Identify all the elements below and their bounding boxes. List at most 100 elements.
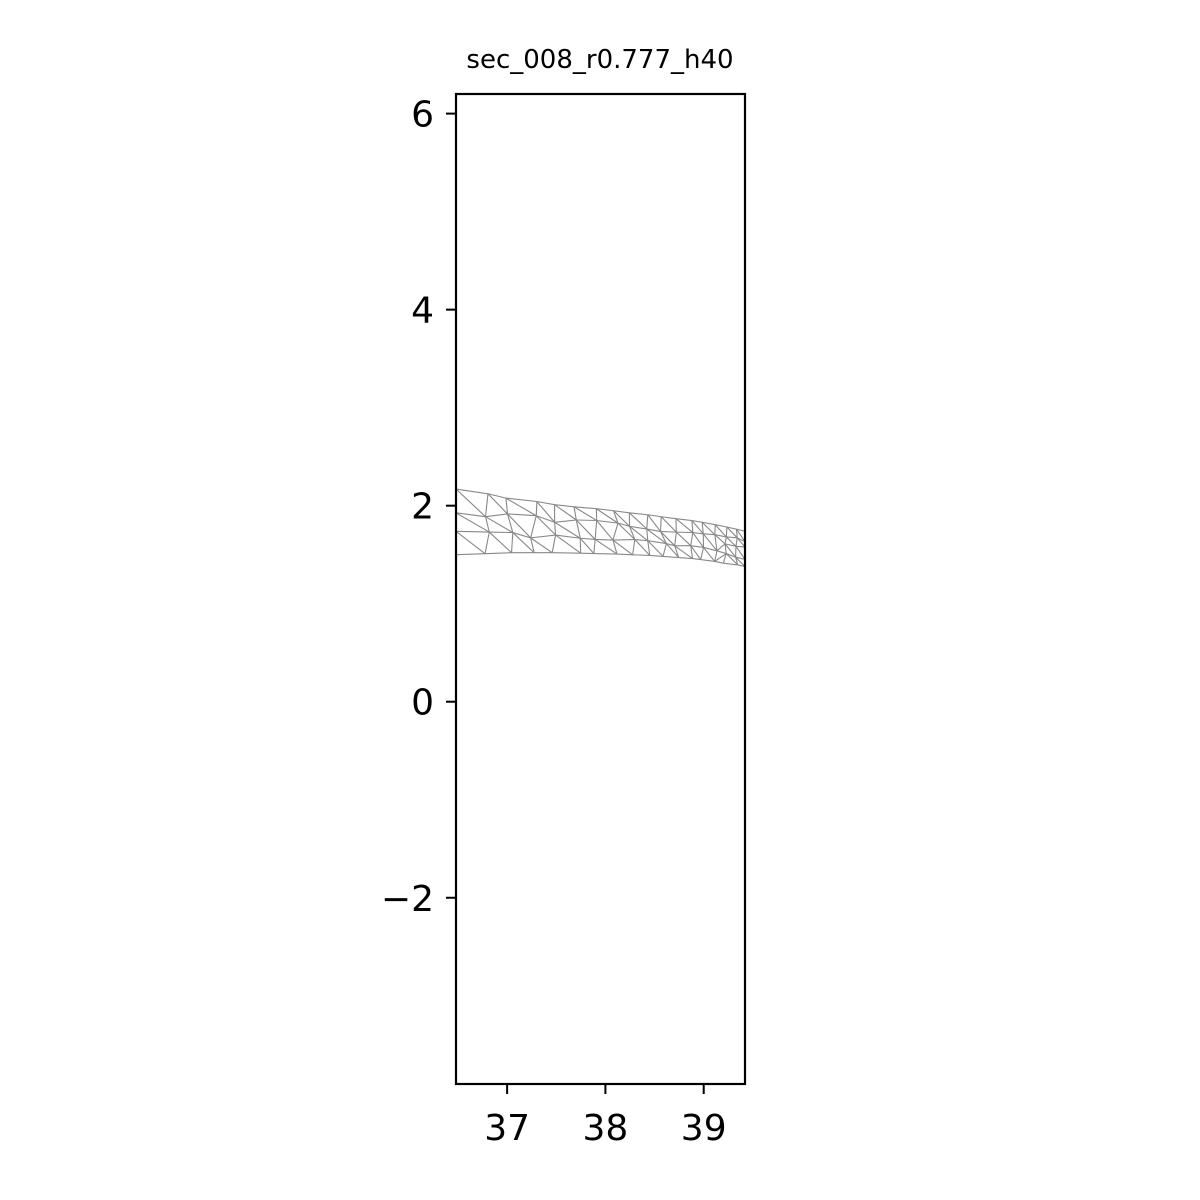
mesh-edge xyxy=(617,522,636,540)
mesh-edge xyxy=(456,488,489,495)
mesh-edge xyxy=(507,513,532,539)
mesh-edge xyxy=(505,498,509,514)
mesh-edge xyxy=(714,534,718,551)
mesh-edge xyxy=(554,504,577,521)
mesh-edge xyxy=(612,539,618,555)
mesh-edge xyxy=(646,514,649,530)
mesh-edge xyxy=(726,526,738,539)
mesh-edge xyxy=(691,520,704,535)
mesh-edge xyxy=(634,538,648,542)
mesh-edge xyxy=(632,554,650,556)
mesh-edge xyxy=(575,519,581,539)
mesh-edge xyxy=(702,533,718,552)
mesh-edge xyxy=(596,508,619,524)
y-tick-label: 6 xyxy=(411,95,434,136)
mesh-edge xyxy=(554,522,557,536)
mesh-edge xyxy=(612,539,633,556)
mesh-edge xyxy=(660,530,677,533)
mesh-edge xyxy=(703,547,716,562)
mesh-edge xyxy=(512,532,531,539)
mesh-edge xyxy=(629,525,647,530)
mesh-edge xyxy=(714,550,718,562)
mesh-edge xyxy=(555,534,581,554)
mesh-edge xyxy=(675,518,693,522)
mesh-edge xyxy=(593,552,618,555)
mesh-edge xyxy=(702,521,716,526)
mesh-edge xyxy=(456,512,486,518)
mesh-edge xyxy=(632,539,636,555)
mesh-edge xyxy=(535,501,538,516)
mesh-edge xyxy=(595,538,613,541)
mesh-edge xyxy=(674,545,693,560)
mesh-edge xyxy=(646,528,661,532)
mesh-edge xyxy=(661,516,677,520)
y-axis: −2 0 2 4 6 xyxy=(381,95,456,920)
chart-title: sec_008_r0.777_h40 xyxy=(466,45,733,75)
mesh-edge xyxy=(647,540,664,557)
mesh-edge xyxy=(692,532,704,535)
mesh-edge xyxy=(649,554,664,557)
mesh-edge xyxy=(554,521,581,539)
mesh-edge xyxy=(647,540,651,556)
mesh-edge xyxy=(701,522,704,534)
mesh-edge xyxy=(737,564,745,567)
mesh-edge xyxy=(580,537,596,540)
mesh-edge xyxy=(716,550,727,555)
mesh-edge xyxy=(487,493,507,499)
mesh-edge xyxy=(726,536,738,539)
mesh-edge xyxy=(690,532,694,546)
y-tick-label: −2 xyxy=(381,879,434,920)
mesh-edge xyxy=(724,543,737,547)
mesh-edge xyxy=(666,543,675,547)
mesh-edge xyxy=(530,537,553,554)
mesh-edge xyxy=(573,506,577,521)
mesh-edge xyxy=(613,510,630,527)
mesh-edge xyxy=(690,545,702,560)
mesh-edge xyxy=(665,543,680,558)
mesh-edge xyxy=(536,515,555,523)
mesh-edge xyxy=(617,553,633,556)
mesh-edge xyxy=(722,553,727,564)
mesh-edge xyxy=(715,524,727,528)
axes-frame xyxy=(454,92,747,1086)
mesh-edge xyxy=(575,519,596,540)
mesh-edge xyxy=(660,531,667,544)
x-axis: 37 38 39 xyxy=(484,1084,727,1149)
mesh-edge xyxy=(724,543,737,558)
mesh-edge xyxy=(662,543,667,557)
mesh-edge xyxy=(736,528,745,532)
mesh-edge xyxy=(594,538,618,555)
mesh-edge xyxy=(700,559,715,562)
mesh-edge xyxy=(703,533,715,536)
mesh-edge xyxy=(613,510,630,514)
mesh-edge xyxy=(716,543,726,552)
mesh-edge xyxy=(726,526,737,530)
mesh-edge xyxy=(456,530,490,533)
mesh-edge xyxy=(488,531,512,554)
mesh-edge xyxy=(736,537,745,548)
mesh-edge xyxy=(456,488,486,518)
mesh-edge xyxy=(735,546,745,560)
mesh-edge xyxy=(507,513,537,517)
mesh-edge xyxy=(735,556,745,560)
mesh-edge xyxy=(456,530,486,555)
mesh-edge xyxy=(536,500,555,506)
mesh-edge xyxy=(735,556,745,567)
mesh-edge xyxy=(593,539,596,554)
mesh-edge xyxy=(724,536,727,544)
mesh-edge xyxy=(596,508,614,512)
mesh-edge xyxy=(506,513,514,533)
mesh-edge xyxy=(456,512,490,533)
mesh-layer xyxy=(456,488,745,567)
mesh-edge xyxy=(505,497,537,517)
mesh-edge xyxy=(700,547,705,560)
mesh-edge xyxy=(723,562,738,566)
mesh-edge xyxy=(594,520,598,540)
mesh-edge xyxy=(530,537,535,553)
mesh-edge xyxy=(536,501,556,523)
mesh-edge xyxy=(714,524,727,538)
mesh-edge xyxy=(647,540,667,545)
mesh-edge xyxy=(659,516,662,532)
mesh-edge xyxy=(703,546,718,552)
